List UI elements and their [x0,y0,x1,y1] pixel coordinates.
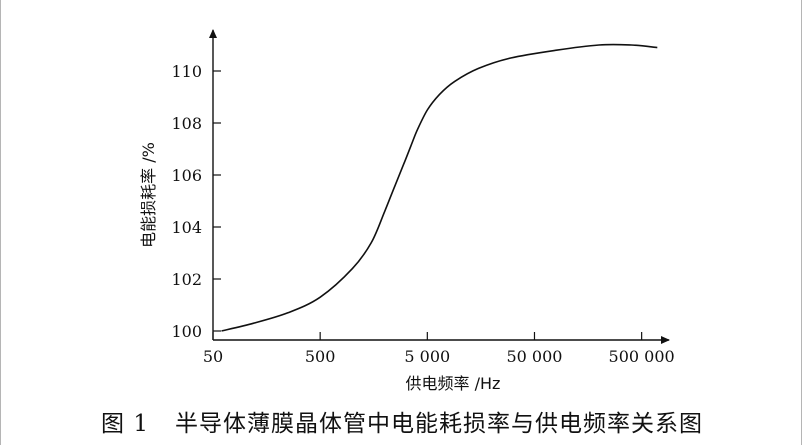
y-tick-label: 108 [171,114,202,133]
y-axis-label: 电能损耗率 /% [139,142,158,248]
y-ticks: 100 102 104 106 108 110 [171,62,221,341]
y-tick-label: 110 [171,62,202,81]
y-tick-label: 100 [171,322,202,341]
x-tick-label: 50 [203,347,223,366]
x-tick-label: 500 000 [609,347,675,366]
x-axis-label: 供电频率 /Hz [406,374,501,393]
x-ticks: 50 500 5 000 50 000 500 000 [203,332,675,366]
x-tick-label: 50 000 [506,347,562,366]
figure-number: 图 1 [101,411,149,437]
y-tick-label: 102 [171,270,202,289]
x-tick-label: 500 [305,347,336,366]
y-tick-label: 106 [171,166,202,185]
chart-area: 100 102 104 106 108 110 50 500 5 000 50 000 500 0… [139,29,675,393]
y-tick-label: 104 [171,218,202,237]
caption-text: 半导体薄膜晶体管中电能耗损率与供电频率关系图 [174,411,703,437]
figure-caption: 图 1 半导体薄膜晶体管中电能耗损率与供电频率关系图 [1,404,802,438]
x-tick-label: 5 000 [404,347,450,366]
series-line [221,43,658,332]
